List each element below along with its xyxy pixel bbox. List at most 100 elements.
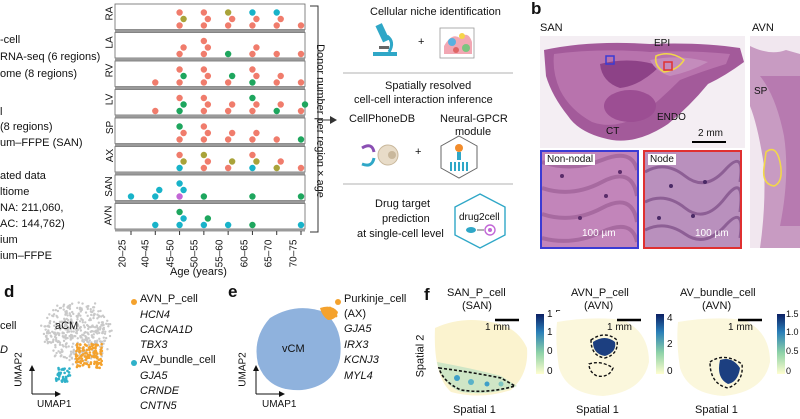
umap-point <box>52 309 55 312</box>
donor-dot <box>204 129 212 137</box>
donor-dot <box>253 158 260 165</box>
umap-point-av-bundle <box>61 375 65 379</box>
umap-point <box>84 321 87 324</box>
umap-point <box>61 350 64 353</box>
umap-point <box>74 335 77 338</box>
umap-point <box>97 310 100 313</box>
donor-dot <box>273 50 280 58</box>
endo-label: ENDO <box>657 112 686 123</box>
umap-point-avn-p <box>74 353 78 356</box>
panel-letter-d: d <box>4 282 15 301</box>
umap-point <box>78 320 82 323</box>
cb3-tick-1-0: 1.0 <box>786 327 799 337</box>
umap-point <box>83 326 86 329</box>
umap-vcm-plot <box>256 306 341 391</box>
umap-point <box>69 328 72 331</box>
umap-point <box>65 324 69 328</box>
umap-point <box>106 319 109 322</box>
umap-point <box>48 322 52 325</box>
umap-point <box>47 329 50 332</box>
neural-gpcr-line1: Neural-GPCR <box>440 113 508 125</box>
cluster-label-vcm: vCM <box>282 343 305 355</box>
umap-point-avn-p <box>95 344 99 347</box>
umap-point <box>88 339 91 342</box>
dot-row-separator <box>115 86 305 89</box>
umap-point-avn-p <box>79 355 82 358</box>
umap-point-av-bundle <box>63 371 66 375</box>
umap-point <box>76 306 79 310</box>
spatial-map-av-bundle <box>674 312 774 402</box>
gene-gja5-e: GJA5 <box>344 323 372 335</box>
gene-gja5: GJA5 <box>140 370 168 382</box>
spatial-y-axis-label: Spatial 2 <box>414 334 427 378</box>
donor-dot <box>249 164 256 172</box>
cb3-tick-1-5: 1.5 <box>786 309 799 319</box>
plus-sign: + <box>418 36 425 48</box>
umap-point-av-bundle <box>57 366 60 370</box>
umap-point <box>48 325 51 329</box>
umap-point-avn-p <box>85 348 89 352</box>
donor-dot <box>253 44 260 51</box>
umap-point <box>99 325 102 329</box>
umap-point <box>91 335 94 339</box>
umap-point <box>93 326 97 329</box>
map3-scale-label: 1 mm <box>728 322 753 333</box>
umap-point <box>53 331 57 334</box>
umap-point <box>65 328 68 331</box>
umap-point <box>62 355 65 359</box>
umap-point <box>84 311 88 314</box>
umap-point <box>43 325 46 328</box>
donor-dot <box>156 186 163 194</box>
umap-point <box>78 327 81 330</box>
colorbar-2 <box>656 314 664 374</box>
step-ccc-line1: Spatially resolved <box>385 80 472 92</box>
umap-point <box>108 334 112 338</box>
donor-dot <box>228 129 236 137</box>
donor-dot <box>176 66 183 73</box>
donor-dot <box>180 186 187 194</box>
umap-point <box>57 350 60 353</box>
umap-point <box>52 313 56 316</box>
donor-dot <box>253 129 260 137</box>
donor-dot <box>249 107 256 115</box>
umap-point-avn-p <box>84 358 88 362</box>
bracket-arrow <box>310 5 337 233</box>
left-text-line: l <box>0 106 3 118</box>
umap-point <box>81 321 85 324</box>
umap-point <box>107 325 110 328</box>
umap-point <box>69 321 72 324</box>
umap-point-av-bundle <box>58 372 62 376</box>
nonnodal-label: Non-nodal <box>545 154 596 165</box>
umap-point-av-bundle <box>63 380 67 383</box>
umap-point <box>69 338 72 341</box>
umap-point <box>78 353 82 356</box>
umap-point <box>58 320 62 324</box>
umap-point <box>54 338 58 341</box>
umap-point <box>56 331 60 335</box>
umap-point <box>81 339 84 343</box>
umap-point <box>71 310 74 314</box>
umap-point <box>107 322 110 326</box>
donor-dot <box>180 44 187 51</box>
umap-point <box>70 319 73 322</box>
donor-dot <box>297 164 305 172</box>
donor-dot <box>200 79 208 86</box>
donor-dot <box>249 9 256 16</box>
umap-point <box>91 324 94 327</box>
drug2cell-hexagon-icon <box>454 193 506 249</box>
left-text-line: (8 regions) <box>0 121 53 133</box>
umap-point <box>52 349 55 352</box>
umap-point <box>62 339 66 343</box>
umap-point <box>71 345 74 349</box>
umap-point <box>86 360 89 364</box>
umap-point <box>80 317 83 321</box>
spatial-map-san-p <box>431 312 531 402</box>
umap-point <box>91 306 95 309</box>
umap-point <box>69 352 73 356</box>
donor-dot <box>204 215 212 222</box>
legend-purkinje-title: Purkinje_cell <box>344 293 407 305</box>
umap-point <box>62 320 66 324</box>
donor-dot <box>273 136 280 143</box>
umap-point <box>106 348 109 351</box>
umap-point-avn-p <box>95 360 99 364</box>
